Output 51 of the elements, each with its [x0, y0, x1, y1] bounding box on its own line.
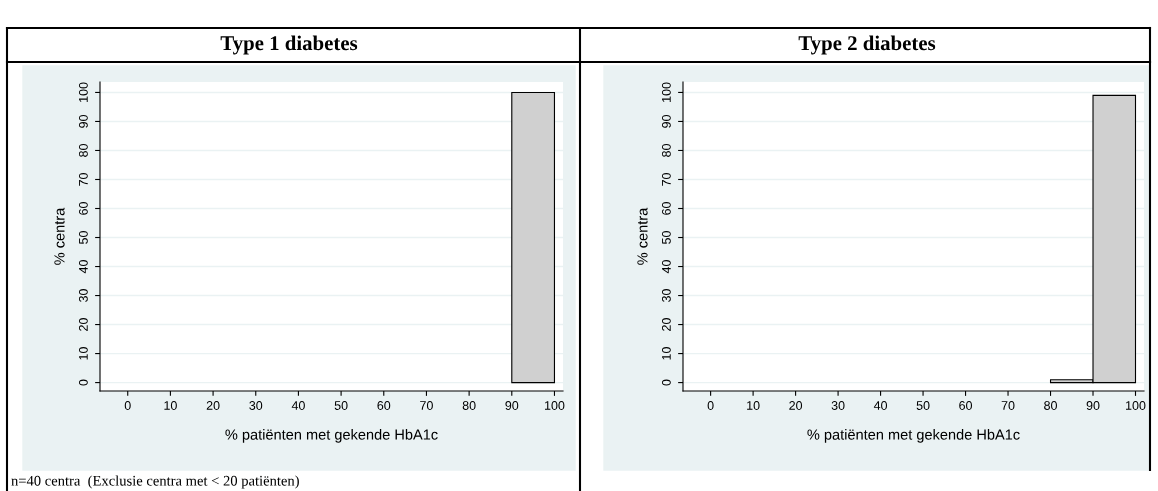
x-tick-label: 100 [544, 401, 565, 410]
chart-title: Type 1 diabetes [220, 35, 358, 55]
y-tick-label: 40 [78, 260, 88, 274]
chart-title: Type 2 diabetes [798, 35, 936, 55]
y-tick-label: 20 [78, 318, 88, 331]
y-tick-label: 50 [661, 231, 671, 244]
y-axis-title: % centra [54, 207, 65, 265]
x-tick-label: 0 [707, 401, 714, 410]
x-tick-label: 50 [334, 401, 348, 410]
y-tick-label: 20 [661, 318, 671, 331]
y-tick-label: 80 [661, 144, 671, 157]
x-tick-label: 10 [747, 401, 760, 410]
y-tick-label: 30 [78, 289, 88, 303]
x-tick-label: 40 [873, 401, 888, 410]
x-tick-label: 80 [1044, 401, 1057, 410]
y-tick-label: 70 [661, 173, 671, 186]
text: n=40 centra (Exclusie centra met < 20 patiënten) [11, 475, 299, 489]
x-tick-label: 50 [916, 401, 930, 410]
x-tick-label: 90 [505, 401, 519, 410]
x-tick-label: 10 [164, 401, 177, 410]
x-tick-label: 40 [291, 401, 305, 410]
y-tick-label: 10 [78, 347, 88, 360]
y-tick-label: 40 [661, 260, 671, 274]
y-tick-label: 10 [661, 347, 671, 360]
y-tick-label: 100 [661, 82, 671, 102]
x-tick-label: 90 [1086, 401, 1100, 410]
y-tick-label: 100 [78, 82, 88, 102]
y-tick-label: 80 [78, 144, 88, 157]
x-tick-label: 30 [249, 401, 263, 410]
x-tick-label: 20 [789, 401, 803, 410]
x-tick-label: 70 [1001, 401, 1015, 410]
x-tick-label: 0 [124, 401, 131, 410]
x-tick-label: 70 [420, 401, 433, 410]
x-tick-label: 20 [206, 401, 220, 410]
y-axis-title: % centra [637, 207, 648, 265]
y-tick-label: 90 [661, 115, 671, 128]
x-tick-label: 100 [1126, 401, 1146, 410]
y-tick-label: 90 [78, 115, 88, 128]
x-tick-label: 30 [831, 401, 845, 410]
x-axis-title: % patiënten met gekende HbA1c [225, 429, 438, 443]
y-tick-label: 60 [78, 202, 88, 215]
y-tick-label: 0 [78, 379, 88, 386]
y-tick-label: 50 [78, 231, 88, 244]
x-tick-label: 80 [462, 401, 476, 410]
y-tick-label: 60 [661, 202, 671, 215]
y-tick-label: 0 [661, 379, 671, 386]
y-tick-label: 70 [78, 173, 88, 186]
x-tick-label: 60 [377, 401, 391, 410]
y-tick-label: 30 [661, 289, 671, 303]
x-tick-label: 60 [959, 401, 973, 410]
x-axis-title: % patiënten met gekende HbA1c [807, 429, 1020, 443]
